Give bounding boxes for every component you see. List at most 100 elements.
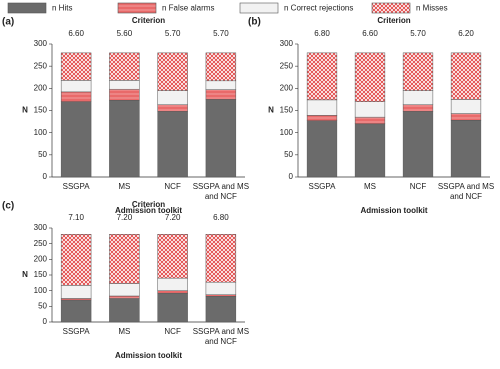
bar-segment — [450, 113, 482, 121]
bar-segment — [157, 52, 188, 91]
bar-segment — [109, 80, 140, 90]
y-tick-label: 250 — [34, 61, 48, 70]
bar-segment — [157, 234, 188, 279]
legend-label: n Misses — [416, 4, 448, 13]
x-axis-label: Admission toolkit — [360, 206, 427, 215]
y-tick-label: 200 — [280, 83, 294, 92]
bar-segment — [354, 101, 386, 118]
y-tick-label: 50 — [38, 301, 47, 310]
criterion-value: 7.10 — [68, 213, 84, 222]
bar-segment — [60, 285, 92, 299]
bar-segment — [109, 52, 140, 81]
x-axis-label: Admission toolkit — [115, 351, 182, 360]
bar-segment — [205, 99, 237, 178]
criterion-title: Criterion — [132, 200, 165, 209]
y-tick-label: 250 — [34, 239, 48, 248]
legend-swatch — [239, 2, 279, 14]
y-tick-label: 200 — [34, 254, 48, 263]
bar-segment — [157, 90, 188, 105]
bar-segment — [109, 283, 140, 297]
bar-segment — [205, 234, 237, 283]
panel-label: (a) — [2, 17, 14, 28]
bar-segment — [205, 52, 237, 82]
y-tick-label: 50 — [284, 150, 293, 159]
x-tick-label: MS — [364, 182, 376, 191]
bar-segment — [157, 292, 188, 323]
y-tick-label: 150 — [280, 106, 294, 115]
bar-segment — [60, 101, 92, 178]
criterion-value: 6.60 — [68, 29, 84, 38]
criterion-value: 5.70 — [410, 29, 426, 38]
y-tick-label: 50 — [38, 150, 47, 159]
bar-segment — [109, 234, 140, 284]
legend-label: n Correct rejections — [284, 4, 353, 13]
legend-swatch — [7, 2, 47, 14]
x-tick-label: MS — [118, 327, 130, 336]
bar-segment — [354, 123, 386, 178]
bar-segment — [109, 100, 140, 178]
criterion-value: 6.60 — [362, 29, 378, 38]
x-tick-label: MS — [118, 182, 130, 191]
y-tick-label: 300 — [34, 39, 48, 48]
bar-segment — [306, 99, 338, 116]
bar-segment — [402, 111, 434, 178]
bar-segment — [402, 90, 434, 105]
y-tick-label: 0 — [289, 172, 294, 181]
bar-segment — [157, 104, 188, 112]
bar-segment — [157, 277, 188, 291]
x-tick-label: SSGPA and MS and NCF — [193, 182, 249, 201]
x-tick-label: SSGPA — [309, 182, 337, 191]
criterion-title: Criterion — [132, 16, 165, 25]
x-tick-label: NCF — [164, 327, 181, 336]
bar-segment — [109, 295, 140, 299]
y-tick-label: 250 — [280, 61, 294, 70]
y-axis-label: N — [22, 270, 28, 279]
criterion-value: 5.60 — [117, 29, 133, 38]
bar-segment — [306, 115, 338, 121]
y-tick-label: 200 — [34, 83, 48, 92]
criterion-value: 6.20 — [458, 29, 474, 38]
bar-segment — [157, 111, 188, 178]
x-tick-label: SSGPA — [63, 327, 91, 336]
x-axis-label: Admission toolkit — [115, 206, 182, 215]
bar-segment — [354, 116, 386, 125]
y-tick-label: 300 — [280, 39, 294, 48]
bar-segment — [205, 281, 237, 295]
criterion-title: Criterion — [377, 16, 410, 25]
legend-swatch — [371, 2, 411, 14]
y-tick-label: 100 — [34, 128, 48, 137]
x-tick-label: SSGPA and MS and NCF — [193, 327, 249, 346]
bar-segment — [60, 234, 92, 286]
bar-segment — [205, 80, 237, 90]
criterion-value: 7.20 — [165, 213, 181, 222]
bar-segment — [450, 99, 482, 114]
bar-segment — [60, 299, 92, 323]
criterion-value: 6.80 — [314, 29, 330, 38]
criterion-value: 6.80 — [213, 213, 229, 222]
legend-swatch — [117, 2, 157, 14]
criterion-value: 7.20 — [117, 213, 133, 222]
y-tick-label: 150 — [34, 106, 48, 115]
bar-segment — [60, 91, 92, 102]
bar-segment — [306, 120, 338, 178]
bar-segment — [402, 52, 434, 91]
bar-segment — [205, 296, 237, 323]
bar-segment — [354, 52, 386, 102]
bar-segment — [109, 298, 140, 323]
panel-label: (c) — [2, 201, 14, 212]
y-tick-label: 0 — [43, 172, 48, 181]
y-tick-label: 100 — [280, 128, 294, 137]
bar-segment — [450, 120, 482, 178]
x-tick-label: SSGPA — [63, 182, 91, 191]
criterion-value: 5.70 — [213, 29, 229, 38]
x-tick-label: NCF — [164, 182, 181, 191]
bar-segment — [205, 89, 237, 100]
bar-segment — [109, 88, 140, 101]
y-tick-label: 0 — [43, 317, 48, 326]
x-tick-label: NCF — [410, 182, 427, 191]
y-tick-label: 300 — [34, 223, 48, 232]
bar-segment — [306, 52, 338, 101]
bar-segment — [402, 104, 434, 112]
y-tick-label: 150 — [34, 270, 48, 279]
